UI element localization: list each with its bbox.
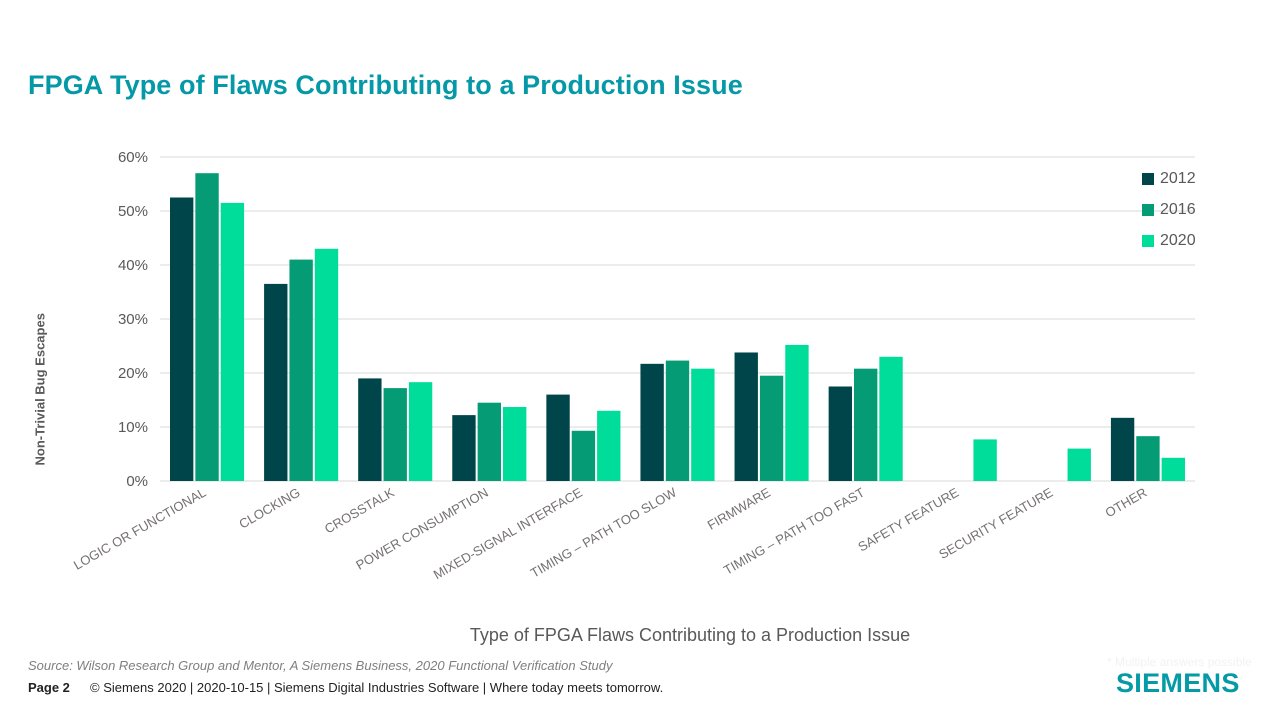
svg-text:TIMING – PATH TOO SLOW: TIMING – PATH TOO SLOW: [528, 484, 680, 580]
svg-text:2012: 2012: [1160, 170, 1196, 187]
svg-text:50%: 50%: [118, 203, 148, 220]
svg-text:30%: 30%: [118, 311, 148, 328]
svg-text:10%: 10%: [118, 419, 148, 436]
svg-text:CLOCKING: CLOCKING: [236, 485, 302, 532]
svg-text:MIXED-SIGNAL INTERFACE: MIXED-SIGNAL INTERFACE: [431, 484, 585, 582]
svg-text:40%: 40%: [118, 257, 148, 274]
svg-text:OTHER: OTHER: [1103, 485, 1150, 521]
svg-text:0%: 0%: [126, 473, 148, 490]
svg-text:60%: 60%: [118, 149, 148, 166]
svg-text:LOGIC OR FUNCTIONAL: LOGIC OR FUNCTIONAL: [71, 485, 209, 573]
svg-text:2016: 2016: [1160, 201, 1196, 218]
svg-text:20%: 20%: [118, 365, 148, 382]
svg-text:CROSSTALK: CROSSTALK: [322, 484, 397, 536]
svg-text:FIRMWARE: FIRMWARE: [705, 484, 774, 532]
svg-text:2020: 2020: [1160, 232, 1196, 249]
